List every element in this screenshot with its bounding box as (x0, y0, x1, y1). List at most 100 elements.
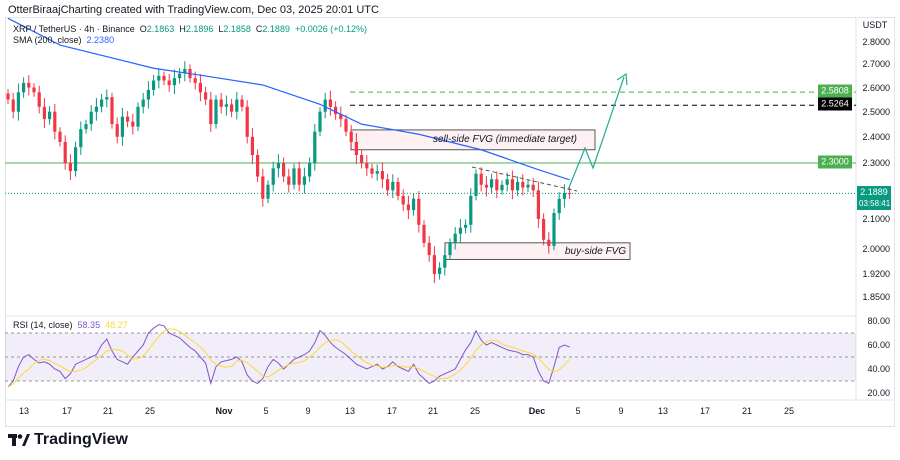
candle-body (354, 141, 358, 156)
candle-body (568, 193, 572, 195)
price-tick: 1.8500 (862, 291, 890, 302)
candle-body (209, 99, 213, 125)
time-tick: Dec (528, 406, 546, 416)
candle-body (531, 184, 535, 191)
candle-body (230, 104, 234, 112)
low-label: L (218, 24, 224, 34)
candle-body (401, 195, 405, 205)
close-label: C (255, 24, 263, 34)
candle-body (500, 184, 504, 191)
time-tick: 9 (618, 406, 624, 416)
candle-body (256, 155, 260, 177)
candle-body (74, 147, 78, 172)
candle-body (172, 78, 176, 86)
candle-body (516, 181, 520, 191)
candle-body (370, 168, 374, 174)
time-tick: 21 (741, 406, 753, 416)
candle-body (94, 106, 98, 112)
candle-body (453, 233, 457, 243)
time-tick: 17 (386, 406, 398, 416)
candle-body (547, 239, 551, 246)
time-tick: 21 (427, 406, 439, 416)
candle-body (110, 97, 114, 125)
candle-body (100, 99, 104, 107)
candle-body (490, 179, 494, 188)
rsi-ma-value: 48.27 (105, 320, 128, 330)
candle-body (235, 99, 239, 112)
candle-body (474, 173, 478, 196)
candle-body (464, 224, 468, 228)
rsi-label: RSI (14, close) (13, 320, 73, 330)
bar-countdown: 03:58:41 (859, 199, 891, 208)
candle-body (417, 198, 421, 225)
credit-text: OtterBiraajCharting created with Trading… (8, 4, 379, 16)
candle-body (89, 111, 93, 125)
candle-body (412, 198, 416, 211)
candle-body (557, 198, 561, 214)
candle-body (438, 267, 442, 275)
candle-body (297, 168, 301, 185)
candle-body (443, 255, 447, 268)
change-value: +0.0026 (+0.12%) (294, 24, 368, 34)
candle-body (37, 92, 41, 107)
last-price: 2.1889 (860, 187, 888, 197)
time-tick: Nov (215, 406, 233, 416)
price-label-2-5264: 2.5264 (818, 97, 852, 111)
price-tick: 2.0000 (862, 243, 890, 254)
candle-body (360, 155, 364, 163)
candle-body (313, 131, 317, 163)
candle-body (32, 87, 36, 93)
price-tick: 2.3000 (862, 157, 890, 168)
rsi-legend[interactable]: RSI (14, close) 58.35 48.27 (13, 320, 128, 330)
candle-body (510, 179, 514, 191)
candle-body (115, 124, 119, 137)
open-label: O (139, 24, 147, 34)
high-value: 2.1896 (185, 24, 214, 34)
candle-body (344, 119, 348, 132)
buy-side-fvg-label: buy-side FVG (565, 246, 627, 257)
candle-body (562, 193, 566, 199)
close-value: 2.1889 (262, 24, 290, 34)
candle-body (11, 99, 15, 112)
tradingview-logo[interactable]: TradingView (8, 431, 128, 449)
candle-body (146, 89, 150, 100)
candle-body (68, 162, 72, 172)
tradingview-logo-icon (8, 434, 30, 446)
candle-body (308, 162, 312, 177)
candle-body (16, 92, 20, 112)
candle-body (105, 97, 109, 100)
candle-body (63, 141, 67, 163)
time-tick: 17 (699, 406, 711, 416)
candle-body (162, 75, 166, 81)
price-label-2-5808: 2.5808 (818, 84, 852, 98)
sma-legend[interactable]: SMA (200, close) 2.2380 (13, 35, 114, 45)
time-tick: 25 (783, 406, 795, 416)
symbol-legend: XRP / TetherUS · 4h · Binance O2.1863 H2… (13, 24, 367, 34)
rsi-tick: 60.00 (867, 340, 890, 350)
candle-body (448, 242, 452, 256)
price-label-2-3000: 2.3000 (818, 155, 852, 169)
rsi-tick: 40.00 (867, 364, 890, 374)
chart-frame (5, 17, 895, 427)
symbol-name[interactable]: XRP / TetherUS · 4h · Binance (13, 24, 135, 34)
candle-body (334, 106, 338, 115)
currency-label[interactable]: USDT (858, 18, 892, 32)
candle-body (391, 181, 395, 191)
candle-body (432, 255, 436, 275)
price-tick: 2.1000 (862, 213, 890, 224)
candle-body (141, 99, 145, 107)
candle-body (178, 73, 182, 79)
candle-body (469, 195, 473, 225)
candle-body (323, 99, 327, 112)
open-value: 2.1863 (146, 24, 175, 34)
candle-body (526, 184, 530, 188)
candle-body (219, 99, 223, 107)
candle-body (152, 80, 156, 90)
candle-body (292, 168, 296, 185)
candle-body (131, 121, 135, 127)
time-tick: 25 (469, 406, 481, 416)
candle-body (240, 99, 244, 107)
candle-body (42, 106, 46, 120)
time-tick: 5 (263, 406, 269, 416)
